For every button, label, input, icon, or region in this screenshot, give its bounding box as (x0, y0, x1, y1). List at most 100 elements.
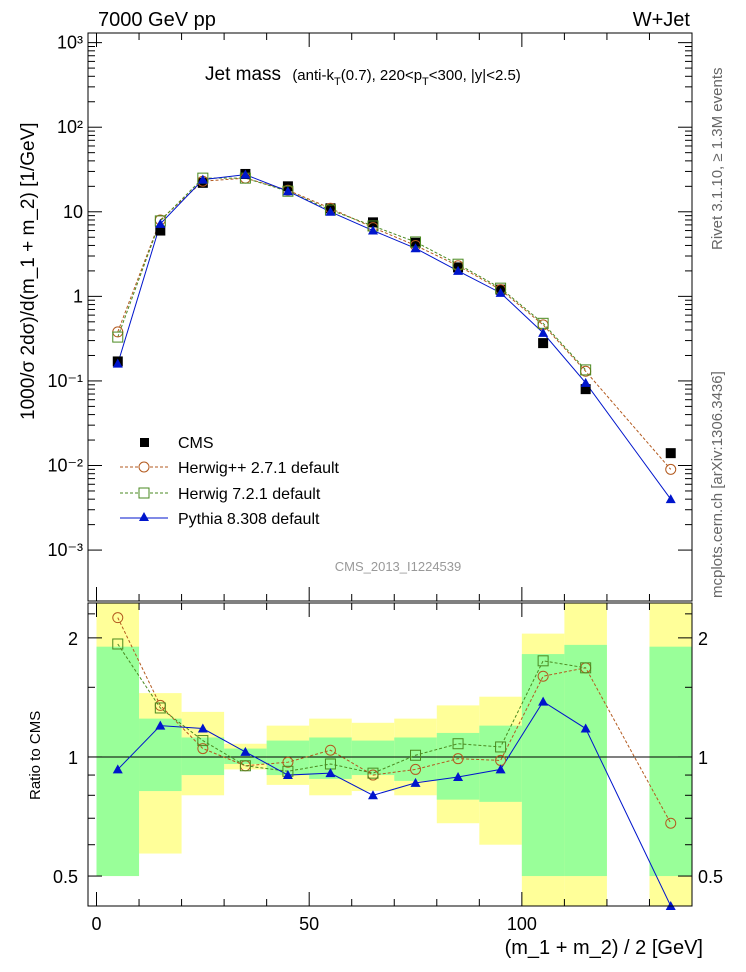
top-tick-label-6: 10³ (57, 33, 83, 53)
legend-entry-herwigpp: Herwig++ 2.7.1 default (120, 460, 340, 477)
x-tick-label-2: 100 (507, 914, 537, 934)
plot-title: Jet mass (anti-kT(0.7), 220<pT<300, |y|<… (205, 64, 521, 88)
top-point-cms-12 (665, 448, 676, 459)
ratio-point-herwig-2-7-1-default-4 (282, 756, 294, 768)
top-point-pythia-8-308-default-8 (453, 265, 464, 275)
axis-ticks (88, 33, 693, 906)
ratio-panel-frame (87, 602, 693, 907)
ratio-band-green-8 (436, 732, 480, 800)
ratio-point-pythia-8-308-default-4 (282, 770, 293, 780)
top-point-pythia-8-308-default-6 (367, 225, 378, 235)
legend-label-herwig7: Herwig 7.2.1 default (178, 486, 321, 503)
top-point-pythia-8-308-default-11 (580, 377, 591, 387)
plot-title-sub-post: <300, |y|<2.5) (429, 67, 521, 84)
legend-marker-cms (140, 438, 149, 447)
ratio-point-herwig-7-2-1-default-9 (495, 741, 507, 753)
top-line-herwig-2-7-1-default (117, 177, 672, 470)
series-points (112, 168, 677, 910)
ratio-point-pythia-8-308-default-6 (367, 790, 378, 800)
legend-marker-herwigpp (138, 461, 150, 473)
legend-marker-herwig7 (138, 487, 150, 499)
plot-title-sub-pre: (anti-k (292, 67, 334, 84)
ratio-tick-label-right-0: 0.5 (698, 867, 723, 887)
legend: CMS Herwig++ 2.7.1 default Herwig 7.2.1 … (120, 435, 340, 528)
header-right-label: W+Jet (633, 9, 691, 31)
analysis-id-label: CMS_2013_I1224539 (335, 559, 462, 574)
top-y-axis-label: 1000/σ 2dσ)/d(m_1 + m_2) [1/GeV] (18, 122, 39, 420)
axis-tick-labels: 10⁻³ 10⁻² 10⁻¹ 1 10 10² 10³ 0.5 0.5 1 1 2 2 0 50 100 (47, 33, 723, 934)
plot-title-sub-mid: (0.7), 220<p (341, 67, 422, 84)
legend-marker-pythia (139, 512, 149, 521)
x-tick-label-1: 50 (299, 914, 319, 934)
header-left-label: 7000 GeV pp (98, 9, 216, 31)
ratio-tick-label-right-1: 1 (698, 748, 708, 768)
ratio-point-herwig-7-2-1-default-2 (197, 735, 209, 747)
top-tick-label-1: 10⁻² (47, 456, 83, 476)
ratio-point-herwig-7-2-1-default-11 (580, 662, 592, 674)
top-tick-label-0: 10⁻³ (47, 540, 83, 560)
top-point-cms-7 (410, 237, 421, 248)
ratio-point-pythia-8-308-default-2 (197, 723, 208, 733)
top-point-herwig-2-7-1-default-12 (665, 463, 677, 475)
ratio-tick-label-right-2: 2 (698, 629, 708, 649)
ratio-point-herwig-2-7-1-default-7 (410, 763, 422, 775)
ratio-band-green-11 (564, 644, 607, 877)
top-line-herwig-7-2-1-default (117, 177, 587, 371)
legend-label-pythia: Pythia 8.308 default (178, 511, 320, 528)
ratio-point-herwig-2-7-1-default-8 (452, 753, 464, 765)
ratio-point-herwig-2-7-1-default-12 (665, 817, 677, 829)
ratio-point-herwig-7-2-1-default-3 (239, 760, 251, 772)
ratio-tick-label-left-0: 0.5 (53, 867, 78, 887)
x-axis-label: (m_1 + m_2) / 2 [GeV] (505, 937, 703, 959)
top-point-herwig-7-2-1-default-11 (580, 364, 592, 376)
ratio-point-pythia-8-308-default-1 (155, 720, 166, 730)
top-point-pythia-8-308-default-10 (538, 327, 549, 337)
top-point-pythia-8-308-default-4 (282, 186, 293, 196)
ratio-point-herwig-7-2-1-default-6 (367, 767, 379, 779)
top-point-cms-10 (538, 338, 549, 349)
top-point-cms-11 (580, 384, 591, 395)
ratio-band-green-1 (139, 718, 182, 792)
x-tick-label-0: 0 (91, 914, 101, 934)
top-point-pythia-8-308-default-5 (325, 206, 336, 216)
top-point-herwig-7-2-1-default-0 (112, 331, 124, 343)
top-point-pythia-8-308-default-2 (197, 174, 208, 184)
ratio-uncertainty-bands (88, 603, 692, 906)
ratio-point-pythia-8-308-default-0 (112, 764, 123, 774)
ratio-band-green-9 (479, 725, 522, 802)
legend-entry-herwig7: Herwig 7.2.1 default (120, 486, 321, 503)
rivet-side-label: Rivet 3.1.10, ≥ 1.3M events (709, 68, 726, 251)
ratio-y-axis-label: Ratio to CMS (27, 711, 44, 800)
ratio-band-green-3 (224, 748, 267, 764)
top-point-pythia-8-308-default-3 (240, 169, 251, 179)
ratio-point-pythia-8-308-default-11 (580, 723, 591, 733)
top-point-pythia-8-308-default-7 (410, 243, 421, 253)
ratio-point-pythia-8-308-default-5 (325, 768, 336, 778)
legend-entry-pythia: Pythia 8.308 default (120, 511, 320, 528)
top-point-pythia-8-308-default-12 (665, 494, 676, 504)
ratio-line-herwig-7-2-1-default (117, 643, 586, 774)
ratio-point-herwig-7-2-1-default-1 (154, 702, 166, 714)
top-point-pythia-8-308-default-9 (495, 287, 506, 297)
ratio-point-herwig-2-7-1-default-5 (324, 744, 336, 756)
ratio-band-green-10 (521, 654, 565, 877)
ratio-band-green-13 (649, 646, 692, 877)
ratio-tick-label-left-1: 1 (68, 748, 78, 768)
ratio-band-green-7 (394, 737, 437, 781)
legend-label-cms: CMS (178, 435, 214, 452)
ratio-point-herwig-7-2-1-default-0 (112, 638, 124, 650)
top-point-pythia-8-308-default-1 (155, 218, 166, 228)
plot-title-sub-t1: T (334, 76, 341, 88)
top-tick-label-2: 10⁻¹ (47, 371, 83, 391)
top-point-cms-1 (155, 225, 166, 236)
ratio-point-herwig-7-2-1-default-7 (410, 749, 422, 761)
top-tick-label-4: 10 (63, 202, 83, 222)
ratio-point-pythia-8-308-default-7 (410, 777, 421, 787)
mcplots-side-label: mcplots.cern.ch [arXiv:1306.3436] (709, 371, 726, 598)
plot-title-sub-t2: T (422, 76, 429, 88)
ratio-point-pythia-8-308-default-3 (240, 746, 251, 756)
ratio-point-pythia-8-308-default-8 (453, 771, 464, 781)
ratio-band-green-0 (96, 646, 140, 877)
legend-entry-cms: CMS (140, 435, 214, 452)
